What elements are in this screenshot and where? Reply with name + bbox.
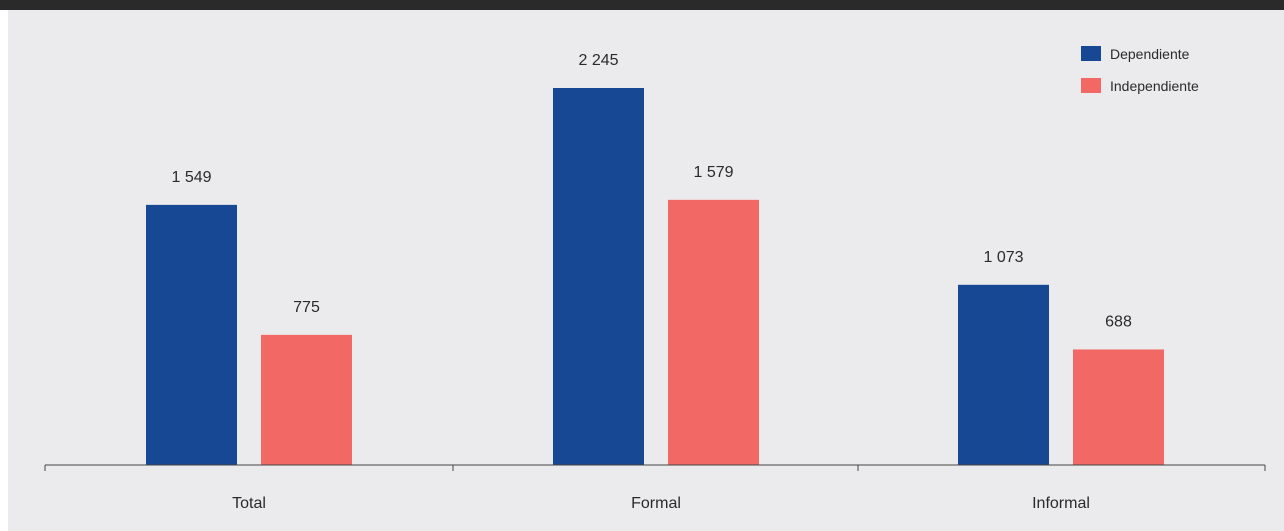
bar-total-dependiente bbox=[146, 204, 237, 465]
value-label-informal-independiente: 688 bbox=[1105, 313, 1132, 330]
value-label-formal-dependiente: 2 245 bbox=[578, 52, 618, 69]
value-label-total-independiente: 775 bbox=[293, 299, 320, 316]
x-axis: Total Formal Informal bbox=[44, 464, 1266, 512]
legend-label-dependiente: Dependiente bbox=[1110, 46, 1190, 62]
legend-swatch-independiente bbox=[1081, 78, 1101, 93]
category-label-total: Total bbox=[232, 495, 266, 512]
bar-informal-independiente bbox=[1073, 349, 1164, 465]
legend-swatch-dependiente bbox=[1081, 46, 1101, 61]
legend-label-independiente: Independiente bbox=[1110, 78, 1199, 94]
value-label-total-dependiente: 1 549 bbox=[171, 169, 211, 186]
bars-group bbox=[146, 88, 1164, 466]
header-bar bbox=[0, 0, 1284, 10]
bar-informal-dependiente bbox=[958, 284, 1049, 465]
value-label-informal-dependiente: 1 073 bbox=[983, 249, 1023, 266]
bar-total-independiente bbox=[261, 334, 352, 465]
legend: Dependiente Independiente bbox=[1081, 46, 1199, 94]
value-labels-group: 1 549 775 2 245 1 579 1 073 688 bbox=[171, 52, 1131, 330]
bar-formal-dependiente bbox=[553, 88, 644, 465]
value-label-formal-independiente: 1 579 bbox=[693, 164, 733, 181]
category-label-informal: Informal bbox=[1032, 495, 1090, 512]
category-label-formal: Formal bbox=[631, 495, 681, 512]
bar-formal-independiente bbox=[668, 199, 759, 466]
